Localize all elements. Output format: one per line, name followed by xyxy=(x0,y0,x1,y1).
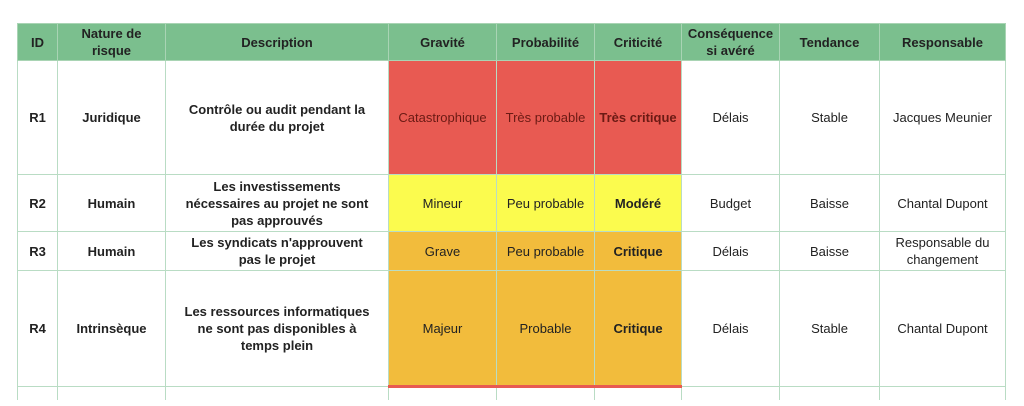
table-row: R2 Humain Les investissements nécessaires … xyxy=(17,174,1006,232)
cell-consequence: Délais xyxy=(681,231,780,271)
cell-empty xyxy=(496,385,595,400)
cell-criticite: Critique xyxy=(594,231,682,271)
cell-criticite: Modéré xyxy=(594,174,682,232)
cell-nature: Intrinsèque xyxy=(57,270,166,387)
cell-responsable: Jacques Meunier xyxy=(879,60,1006,175)
cell-id: R3 xyxy=(17,231,58,271)
cell-description: Les ressources informatiques ne sont pas… xyxy=(165,270,389,387)
cell-nature: Juridique xyxy=(57,60,166,175)
cell-tendance: Baisse xyxy=(779,174,880,232)
cell-id: R4 xyxy=(17,270,58,387)
cell-gravite: Catastrophique xyxy=(388,60,497,175)
cell-empty xyxy=(57,386,166,400)
cell-empty xyxy=(594,385,682,400)
header-tendance: Tendance xyxy=(779,23,880,61)
table-row-partial xyxy=(17,385,1006,400)
header-id: ID xyxy=(17,23,58,61)
header-description: Description xyxy=(165,23,389,61)
cell-responsable: Chantal Dupont xyxy=(879,174,1006,232)
cell-probabilite: Probable xyxy=(496,270,595,387)
cell-responsable: Chantal Dupont xyxy=(879,270,1006,387)
cell-tendance: Stable xyxy=(779,270,880,387)
cell-empty xyxy=(779,386,880,400)
cell-gravite: Grave xyxy=(388,231,497,271)
cell-probabilite: Peu probable xyxy=(496,231,595,271)
cell-gravite: Majeur xyxy=(388,270,497,387)
cell-nature: Humain xyxy=(57,231,166,271)
cell-gravite: Mineur xyxy=(388,174,497,232)
cell-nature: Humain xyxy=(57,174,166,232)
header-gravite: Gravité xyxy=(388,23,497,61)
header-nature: Nature de risque xyxy=(57,23,166,61)
cell-responsable: Responsable du changement xyxy=(879,231,1006,271)
header-consequence: Conséquence si avéré xyxy=(681,23,780,61)
cell-empty xyxy=(17,386,58,400)
header-probabilite: Probabilité xyxy=(496,23,595,61)
cell-criticite: Critique xyxy=(594,270,682,387)
table-row: R4 Intrinsèque Les ressources informatique… xyxy=(17,270,1006,387)
cell-empty xyxy=(165,386,389,400)
cell-id: R1 xyxy=(17,60,58,175)
table-row: R1 Juridique Contrôle ou audit pendant la … xyxy=(17,60,1006,175)
cell-empty xyxy=(681,386,780,400)
header-responsable: Responsable xyxy=(879,23,1006,61)
cell-consequence: Budget xyxy=(681,174,780,232)
cell-description: Les investissements nécessaires au proje… xyxy=(165,174,389,232)
cell-criticite: Très critique xyxy=(594,60,682,175)
cell-empty xyxy=(388,385,497,400)
risk-table: ID Nature de risque Description Gravité … xyxy=(17,23,1006,400)
cell-empty xyxy=(879,386,1006,400)
cell-consequence: Délais xyxy=(681,270,780,387)
cell-tendance: Stable xyxy=(779,60,880,175)
table-row: R3 Humain Les syndicats n'approuvent pas l… xyxy=(17,231,1006,271)
header-row: ID Nature de risque Description Gravité … xyxy=(17,23,1006,61)
cell-description: Contrôle ou audit pendant la durée du pr… xyxy=(165,60,389,175)
cell-probabilite: Très probable xyxy=(496,60,595,175)
cell-consequence: Délais xyxy=(681,60,780,175)
cell-tendance: Baisse xyxy=(779,231,880,271)
header-criticite: Criticité xyxy=(594,23,682,61)
cell-probabilite: Peu probable xyxy=(496,174,595,232)
cell-description: Les syndicats n'approuvent pas le projet xyxy=(165,231,389,271)
cell-id: R2 xyxy=(17,174,58,232)
